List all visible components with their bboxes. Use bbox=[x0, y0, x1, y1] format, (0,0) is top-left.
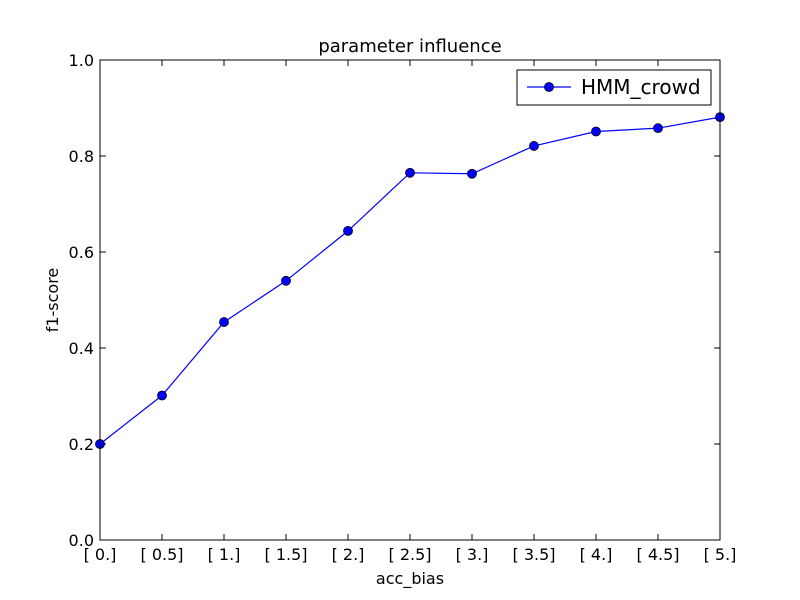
y-tick-label: 0.2 bbox=[69, 435, 94, 454]
legend-label-hmm-crowd: HMM_crowd bbox=[581, 75, 701, 99]
x-tick-label: [ 3.5] bbox=[512, 545, 555, 564]
x-tick-label: [ 1.5] bbox=[264, 545, 307, 564]
data-point bbox=[529, 141, 539, 151]
y-tick-label: 0.4 bbox=[69, 339, 94, 358]
data-point bbox=[219, 317, 229, 327]
x-tick-label: [ 4.5] bbox=[636, 545, 679, 564]
x-tick-label: [ 3.] bbox=[456, 545, 489, 564]
data-point bbox=[157, 390, 167, 401]
x-tick-label: [ 2.] bbox=[332, 545, 365, 564]
x-tick-label: [ 1.] bbox=[208, 545, 241, 564]
y-tick-label: 1.0 bbox=[69, 51, 94, 70]
x-tick-label: [ 2.5] bbox=[388, 545, 431, 564]
x-tick-label: [ 4.] bbox=[580, 545, 613, 564]
data-point bbox=[591, 126, 601, 137]
data-point bbox=[405, 167, 415, 178]
chart-title: parameter influence bbox=[318, 36, 501, 57]
y-axis-label: f1-score bbox=[43, 268, 62, 333]
data-point bbox=[653, 123, 663, 134]
y-tick-label: 0.0 bbox=[69, 531, 94, 550]
legend-marker bbox=[544, 82, 554, 92]
series-layer bbox=[95, 112, 725, 449]
data-point bbox=[281, 275, 291, 286]
y-tick-label: 0.6 bbox=[69, 243, 94, 262]
x-tick-label: [ 0.] bbox=[84, 545, 117, 564]
plot-frame bbox=[99, 59, 721, 541]
data-point bbox=[343, 225, 353, 236]
x-tick-label: [ 0.5] bbox=[140, 545, 183, 564]
x-tick-labels: [ 0.] [ 0.5] [ 1.] [ 1.5] [ 2.] [ 2.5] [ 3.] [ … bbox=[84, 545, 737, 564]
x-tick-label: [ 5.] bbox=[704, 545, 737, 564]
y-tick-label: 0.8 bbox=[69, 147, 94, 166]
data-point bbox=[467, 168, 477, 179]
legend: HMM_crowd bbox=[516, 69, 712, 106]
x-axis-label: acc_bias bbox=[376, 569, 444, 589]
y-tick-labels: 0.0 0.2 0.4 0.6 0.8 1.0 bbox=[69, 51, 94, 550]
